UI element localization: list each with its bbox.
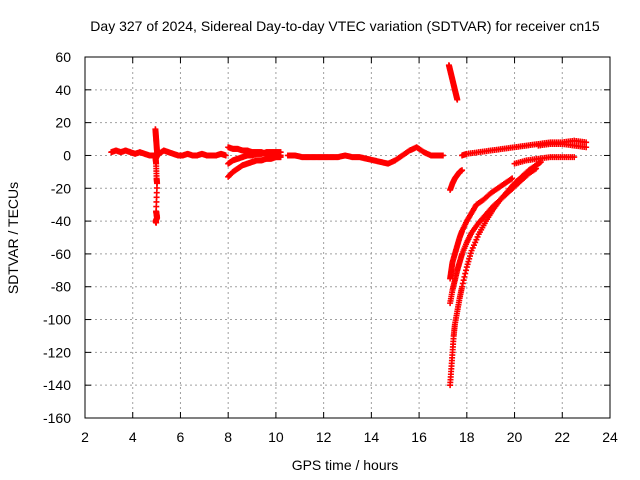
x-tick-label: 4 xyxy=(129,429,137,445)
series-arc-8-10-mid xyxy=(225,149,284,167)
data-point xyxy=(454,96,461,103)
data-points xyxy=(108,62,590,389)
data-point xyxy=(571,154,578,161)
series-recovery-c xyxy=(447,159,544,389)
x-tick-label: 2 xyxy=(81,429,89,445)
y-tick-label: 40 xyxy=(55,82,71,98)
y-tick-label: -120 xyxy=(43,344,71,360)
y-tick-label: -100 xyxy=(43,312,71,328)
series-drop-17h xyxy=(445,62,461,103)
data-point xyxy=(153,219,160,226)
y-tick-label: 20 xyxy=(55,115,71,131)
data-point xyxy=(509,175,516,182)
y-tick-label: -160 xyxy=(43,410,71,426)
data-point xyxy=(439,152,446,159)
y-tick-label: -20 xyxy=(51,180,71,196)
x-tick-label: 24 xyxy=(602,429,618,445)
x-axis: 2 4 6 8 10 12 14 16 18 20 22 24 xyxy=(81,57,618,445)
y-tick-label: -80 xyxy=(51,279,71,295)
data-point xyxy=(507,176,514,183)
y-tick-label: -60 xyxy=(51,246,71,262)
chart-title: Day 327 of 2024, Sidereal Day-to-day VTE… xyxy=(90,18,600,34)
grid-lines xyxy=(85,57,610,418)
plot-frame xyxy=(84,56,611,419)
series-recovery-a xyxy=(447,175,516,282)
x-tick-label: 14 xyxy=(364,429,380,445)
series-late-top xyxy=(535,140,590,151)
data-point xyxy=(459,167,466,174)
series-midday xyxy=(284,144,446,167)
x-tick-label: 18 xyxy=(459,429,475,445)
y-tick-label: -40 xyxy=(51,213,71,229)
data-point xyxy=(583,144,590,151)
y-axis-label: SDTVAR / TECUs xyxy=(5,182,21,294)
series-early-arcs xyxy=(108,147,229,159)
series-dip-17h xyxy=(447,167,466,193)
plot-border xyxy=(84,56,611,419)
y-tick-label: 60 xyxy=(55,49,71,65)
y-axis: -160 -140 -120 -100 -80 -60 -40 -20 0 20 40 60 xyxy=(43,49,610,426)
x-tick-label: 8 xyxy=(224,429,232,445)
y-tick-label: 0 xyxy=(63,147,71,163)
x-tick-label: 10 xyxy=(268,429,284,445)
x-tick-label: 16 xyxy=(411,429,427,445)
series-spike-5h xyxy=(152,126,161,226)
series-arc-8-10-low xyxy=(225,154,284,180)
y-tick-label: -140 xyxy=(43,377,71,393)
x-axis-label: GPS time / hours xyxy=(292,457,399,473)
x-tick-label: 22 xyxy=(554,429,570,445)
x-tick-label: 20 xyxy=(507,429,523,445)
data-point xyxy=(222,152,229,159)
data-point xyxy=(277,149,284,156)
series-late-low xyxy=(511,154,578,167)
series-rise-high xyxy=(459,137,590,159)
x-tick-label: 6 xyxy=(177,429,185,445)
x-tick-label: 12 xyxy=(316,429,332,445)
